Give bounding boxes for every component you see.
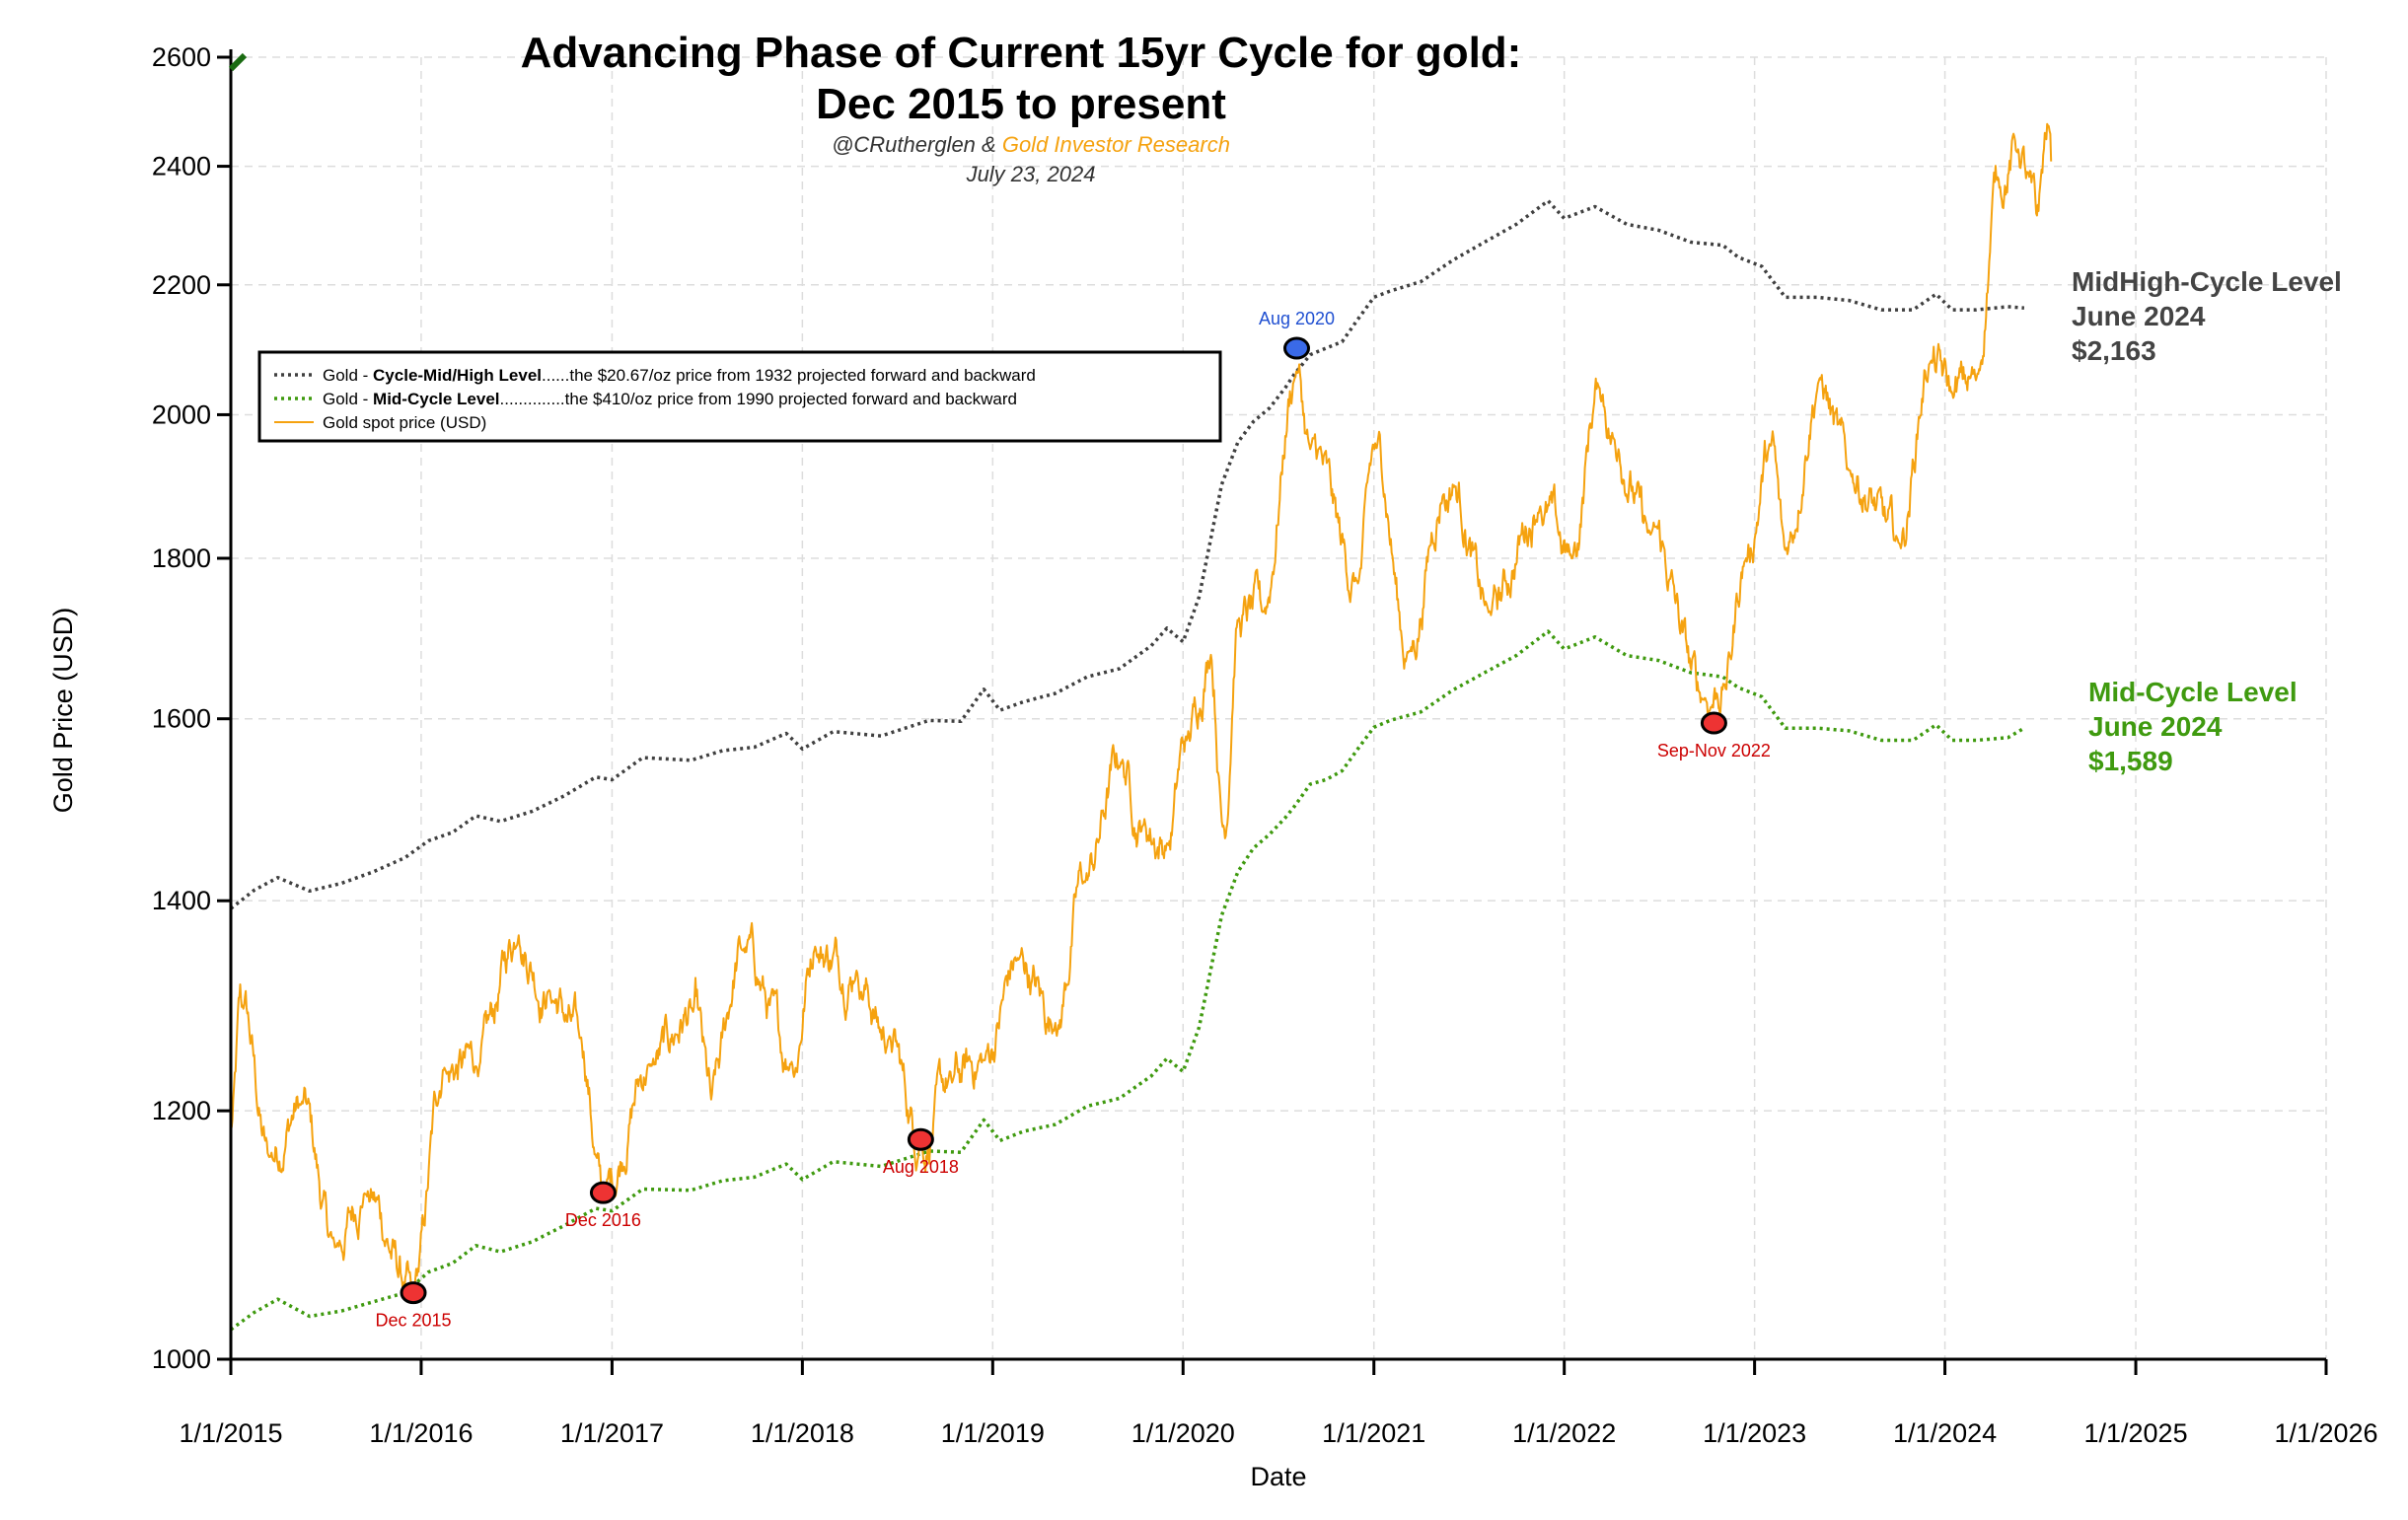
x-tick-label: 1/1/2020 <box>1131 1418 1235 1448</box>
annotation-marker <box>907 1127 934 1151</box>
legend-entry-mid: Gold - Mid-Cycle Level..............the … <box>323 390 1017 408</box>
side-label-mid-line1: Mid-Cycle Level <box>2088 677 2298 707</box>
y-tick-label: 2600 <box>152 42 211 72</box>
x-tick-label: 1/1/2026 <box>2274 1418 2377 1448</box>
x-tick-label: 1/1/2022 <box>1512 1418 1616 1448</box>
annotation-marker <box>1283 336 1311 360</box>
y-tick-label: 1600 <box>152 704 211 734</box>
subtitle-handle: @CRutherglen <box>832 132 976 157</box>
x-tick-label: 1/1/2016 <box>369 1418 473 1448</box>
annotation-label: Aug 2020 <box>1259 309 1335 328</box>
x-tick-label: 1/1/2024 <box>1893 1418 1997 1448</box>
y-tick-label: 2400 <box>152 152 211 181</box>
chart-title-line1: Advancing Phase of Current 15yr Cycle fo… <box>521 29 1522 77</box>
x-tick-label: 1/1/2017 <box>560 1418 664 1448</box>
x-tick-label: 1/1/2021 <box>1322 1418 1425 1448</box>
series-layer <box>229 122 2053 1332</box>
legend-entry-midhigh: Gold - Cycle-Mid/High Level......the $20… <box>323 366 1036 385</box>
y-tick-label: 2000 <box>152 399 211 429</box>
series-midhigh-cycle-line <box>229 198 2025 910</box>
y-tick-label: 1800 <box>152 543 211 573</box>
chart-subtitle: @CRutherglen & Gold Investor Research <box>832 132 1230 157</box>
x-tick-label: 1/1/2018 <box>751 1418 854 1448</box>
y-tick-label: 1000 <box>152 1344 211 1374</box>
x-axis-label: Date <box>1250 1462 1306 1491</box>
side-label-midhigh-line1: MidHigh-Cycle Level <box>2072 266 2342 297</box>
subtitle-amp: & <box>976 132 1002 157</box>
legend: Gold - Cycle-Mid/High Level......the $20… <box>257 350 1222 443</box>
annotation-label: Aug 2018 <box>883 1157 959 1177</box>
corner-marker <box>228 52 248 72</box>
annotation-marker <box>589 1181 617 1204</box>
y-tick-label: 1400 <box>152 886 211 915</box>
legend-entry-spot: Gold spot price (USD) <box>323 413 486 432</box>
annotation-label: Dec 2015 <box>375 1311 451 1331</box>
x-tick-label: 1/1/2015 <box>179 1418 282 1448</box>
x-tick-label: 1/1/2023 <box>1703 1418 1806 1448</box>
side-label-mid: Mid-Cycle Level June 2024 $1,589 <box>2088 677 2298 776</box>
y-tick-label: 1200 <box>152 1096 211 1125</box>
legend-box <box>257 350 1222 443</box>
chart-title-line2: Dec 2015 to present <box>816 80 1226 128</box>
annotation-marker <box>1700 711 1727 735</box>
chart-date: July 23, 2024 <box>966 162 1096 186</box>
side-label-midhigh: MidHigh-Cycle Level June 2024 $2,163 <box>2072 266 2342 366</box>
y-tick-labels: 1000 1200 1400 1600 1800 2000 2200 2400 2600 <box>152 42 211 1374</box>
x-tick-label: 1/1/2019 <box>941 1418 1045 1448</box>
annotation-layer: Dec 2015 Dec 2016 Aug 2018 Aug 2020 Sep-Nov … <box>375 309 1770 1331</box>
y-tick-label: 2200 <box>152 270 211 300</box>
x-tick-label: 1/1/2025 <box>2083 1418 2187 1448</box>
annotation-label: Dec 2016 <box>565 1210 641 1230</box>
series-mid-cycle-line <box>229 629 2025 1332</box>
y-axis-label: Gold Price (USD) <box>48 608 78 814</box>
side-label-mid-line2: June 2024 <box>2088 711 2223 742</box>
axes <box>217 49 2328 1375</box>
annotation-marker <box>400 1281 427 1305</box>
side-label-midhigh-line3: $2,163 <box>2072 335 2156 366</box>
annotation-label: Sep-Nov 2022 <box>1657 741 1771 760</box>
series-gold-spot-line <box>230 122 2053 1294</box>
grid-lines <box>231 56 2327 1359</box>
subtitle-org: Gold Investor Research <box>1002 132 1230 157</box>
x-tick-labels: 1/1/2015 1/1/2016 1/1/2017 1/1/2018 1/1/2019… <box>179 1418 2377 1448</box>
side-label-mid-line3: $1,589 <box>2088 746 2173 776</box>
side-label-midhigh-line2: June 2024 <box>2072 301 2206 331</box>
